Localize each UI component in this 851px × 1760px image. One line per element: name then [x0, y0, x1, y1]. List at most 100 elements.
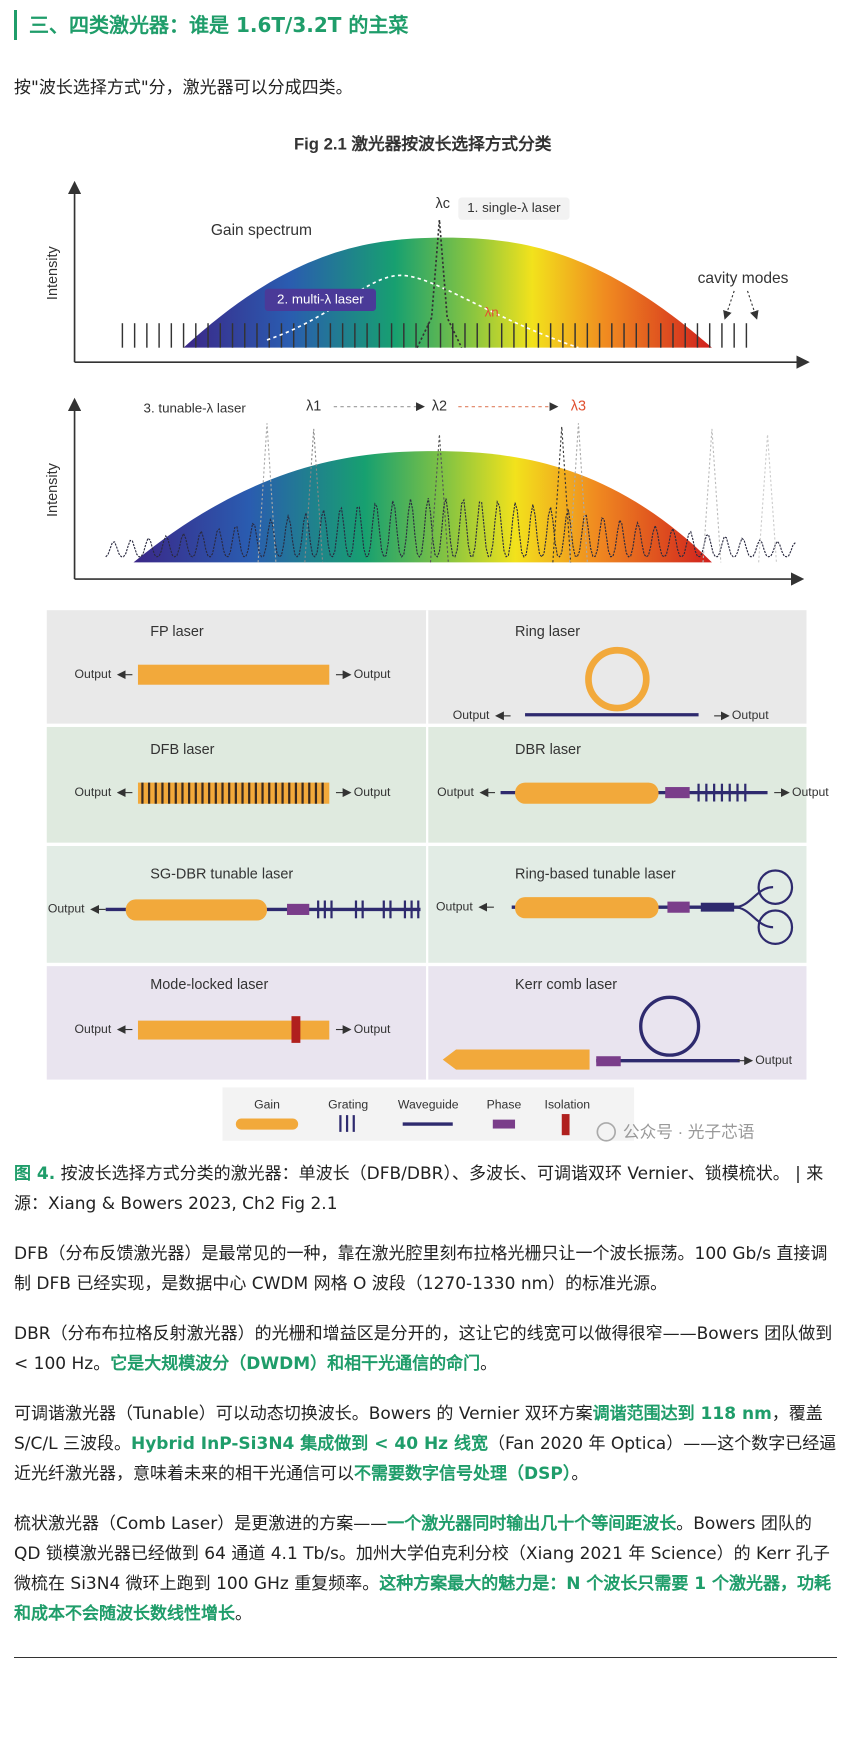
cell-title: DBR laser [515, 742, 581, 758]
output-label: Output [75, 785, 112, 799]
tuning-peak [304, 428, 324, 563]
text: 梳状激光器（Comb Laser）是更激进的方案—— [14, 1514, 388, 1534]
single-label: 1. single-λ laser [467, 200, 561, 215]
axis-label: Intensity [45, 245, 61, 300]
watermark-icon [596, 1122, 616, 1142]
legend-label: Isolation [545, 1097, 591, 1111]
text: ，覆盖 S/C/L 三波段。 [14, 1404, 823, 1454]
tunable-label: 3. tunable-λ laser [144, 400, 247, 415]
output-label: Output [453, 708, 490, 722]
cavity-modes [121, 323, 748, 348]
tuning-peak [702, 428, 722, 563]
ring [757, 869, 794, 905]
paragraph: DFB（分布反馈激光器）是最常见的一种，靠在激光腔里刻布拉格光栅只让一个波长振荡… [14, 1239, 837, 1299]
legend-label: Phase [487, 1097, 522, 1111]
pointer [746, 290, 759, 320]
body-text: DFB（分布反馈激光器）是最常见的一种，靠在激光腔里刻布拉格光栅只让一个波长振荡… [14, 1239, 837, 1629]
label-box [458, 197, 570, 220]
multi-label: 2. multi-λ laser [277, 291, 364, 306]
caption-label: 图 4. [14, 1164, 56, 1184]
cavity-label: cavity modes [698, 270, 789, 287]
lambda-label: λ1 [306, 398, 321, 414]
cell-title: Ring-based tunable laser [515, 867, 676, 883]
caption: 图 4. 按波长选择方式分类的激光器：单波长（DFB/DBR）、多波长、可调谐双… [14, 1159, 837, 1219]
bottom-panel: Intensity 3. tunable-λ laser λ1 λ2 λ3 [45, 397, 805, 586]
tuning-peak [257, 423, 277, 563]
legend-box [222, 1087, 635, 1141]
paragraph: 可调谐激光器（Tunable）可以动态切换波长。Bowers 的 Vernier… [14, 1399, 837, 1489]
lambda-label: λ3 [571, 398, 586, 414]
lambda-label: λn [485, 305, 499, 320]
phase-section [287, 903, 310, 915]
label-box [264, 288, 377, 311]
text: 。 [571, 1464, 589, 1484]
legend-label: Gain [254, 1097, 280, 1111]
ring [639, 995, 701, 1057]
highlight-text: 一个激光器同时输出几十个等间距波长 [387, 1514, 677, 1534]
gain-spectrum [133, 451, 712, 563]
paragraph: 梳状激光器（Comb Laser）是更激进的方案——一个激光器同时输出几十个等间… [14, 1509, 837, 1629]
output-label: Output [755, 1053, 792, 1067]
gain-label: Gain spectrum [211, 222, 312, 239]
laser-grid: FP laser Ring laser DFB laser DBR laser … [46, 610, 829, 1080]
output-label: Output [48, 902, 85, 916]
tuning-peak [552, 426, 572, 563]
paragraph: DBR（分布布拉格反射激光器）的光栅和增益区是分开的，这让它的线宽可以做得很窄—… [14, 1319, 837, 1379]
legend-swatch [339, 1115, 355, 1132]
highlight-text: 这种方案最大的魅力是：N 个波长只需要 1 个激光器，功耗和成本不会随波长数线性… [14, 1574, 832, 1624]
gain-section [515, 782, 659, 804]
mode-spectrum [105, 498, 796, 558]
output-label: Output [436, 899, 473, 913]
gain-section [515, 897, 659, 919]
isolation-section [291, 1016, 301, 1043]
figure: Fig 2.1 激光器按波长选择方式分类 Intensity Gain spec… [45, 134, 829, 1142]
cell-title: FP laser [150, 624, 204, 640]
text: DBR（分布布拉格反射激光器）的光栅和增益区是分开的，这让它的线宽可以做得很窄—… [14, 1324, 833, 1374]
lambda-label: λc [436, 196, 450, 212]
lambda-label: λ2 [432, 398, 447, 414]
gain-spectrum [183, 237, 712, 348]
legend-swatch [235, 1118, 299, 1130]
page: 三、四类激光器：谁是 1.6T/3.2T 的主菜 按"波长选择方式"分，激光器可… [0, 10, 851, 1760]
legend-label: Waveguide [398, 1097, 459, 1111]
tuning-peak [568, 423, 588, 563]
legend-label: Grating [328, 1097, 368, 1111]
waveguide [700, 902, 735, 912]
phase-section [596, 1056, 621, 1067]
output-label: Output [732, 708, 769, 722]
phase-section [667, 901, 690, 913]
output-label: Output [354, 667, 391, 681]
single-lambda-peak [416, 219, 463, 349]
ring [585, 646, 650, 712]
text: DFB（分布反馈激光器）是最常见的一种，靠在激光腔里刻布拉格光栅只让一个波长振荡… [14, 1244, 828, 1294]
phase-section [665, 787, 690, 799]
pointer [723, 290, 735, 320]
gain-section [125, 899, 267, 921]
output-label: Output [792, 785, 829, 799]
intro-text: 按"波长选择方式"分，激光器可以分成四类。 [14, 78, 353, 98]
gain-section [137, 1020, 330, 1040]
text: 。 [480, 1354, 498, 1374]
legend: Gain Grating Waveguide Phase Isolation [222, 1087, 635, 1141]
text: 可调谐激光器（Tunable）可以动态切换波长。Bowers 的 Vernier… [14, 1404, 593, 1424]
top-panel: Intensity Gain spectrum λc 1. single-λ l… [45, 180, 810, 369]
text: 。Bowers 团队的 QD 锁模激光器已经做到 64 通道 4.1 Tb/s。… [14, 1514, 830, 1594]
cell-title: Mode-locked laser [150, 977, 268, 993]
output-label: Output [75, 667, 112, 681]
legend-swatch [492, 1119, 516, 1129]
axis-label: Intensity [45, 462, 61, 517]
highlight-text: 不需要数字信号处理（DSP） [354, 1464, 572, 1484]
output-label: Output [354, 785, 391, 799]
highlight-text: 它是大规模波分（DWDM）和相干光通信的命门 [110, 1354, 481, 1374]
highlight-text: Hybrid InP-Si3N4 集成做到 < 40 Hz 线宽 [131, 1434, 488, 1454]
output-label: Output [437, 785, 474, 799]
tuning-peak [758, 434, 777, 563]
caption-text: 按波长选择方式分类的激光器：单波长（DFB/DBR）、多波长、可调谐双环 Ver… [14, 1164, 824, 1214]
tuning-peak [429, 434, 449, 563]
tuning-peaks [257, 423, 777, 563]
devices [105, 646, 794, 1070]
divider [14, 1657, 837, 1658]
figure-title: Fig 2.1 激光器按波长选择方式分类 [294, 134, 552, 154]
ring [757, 909, 794, 945]
cell-title: DFB laser [150, 742, 214, 758]
